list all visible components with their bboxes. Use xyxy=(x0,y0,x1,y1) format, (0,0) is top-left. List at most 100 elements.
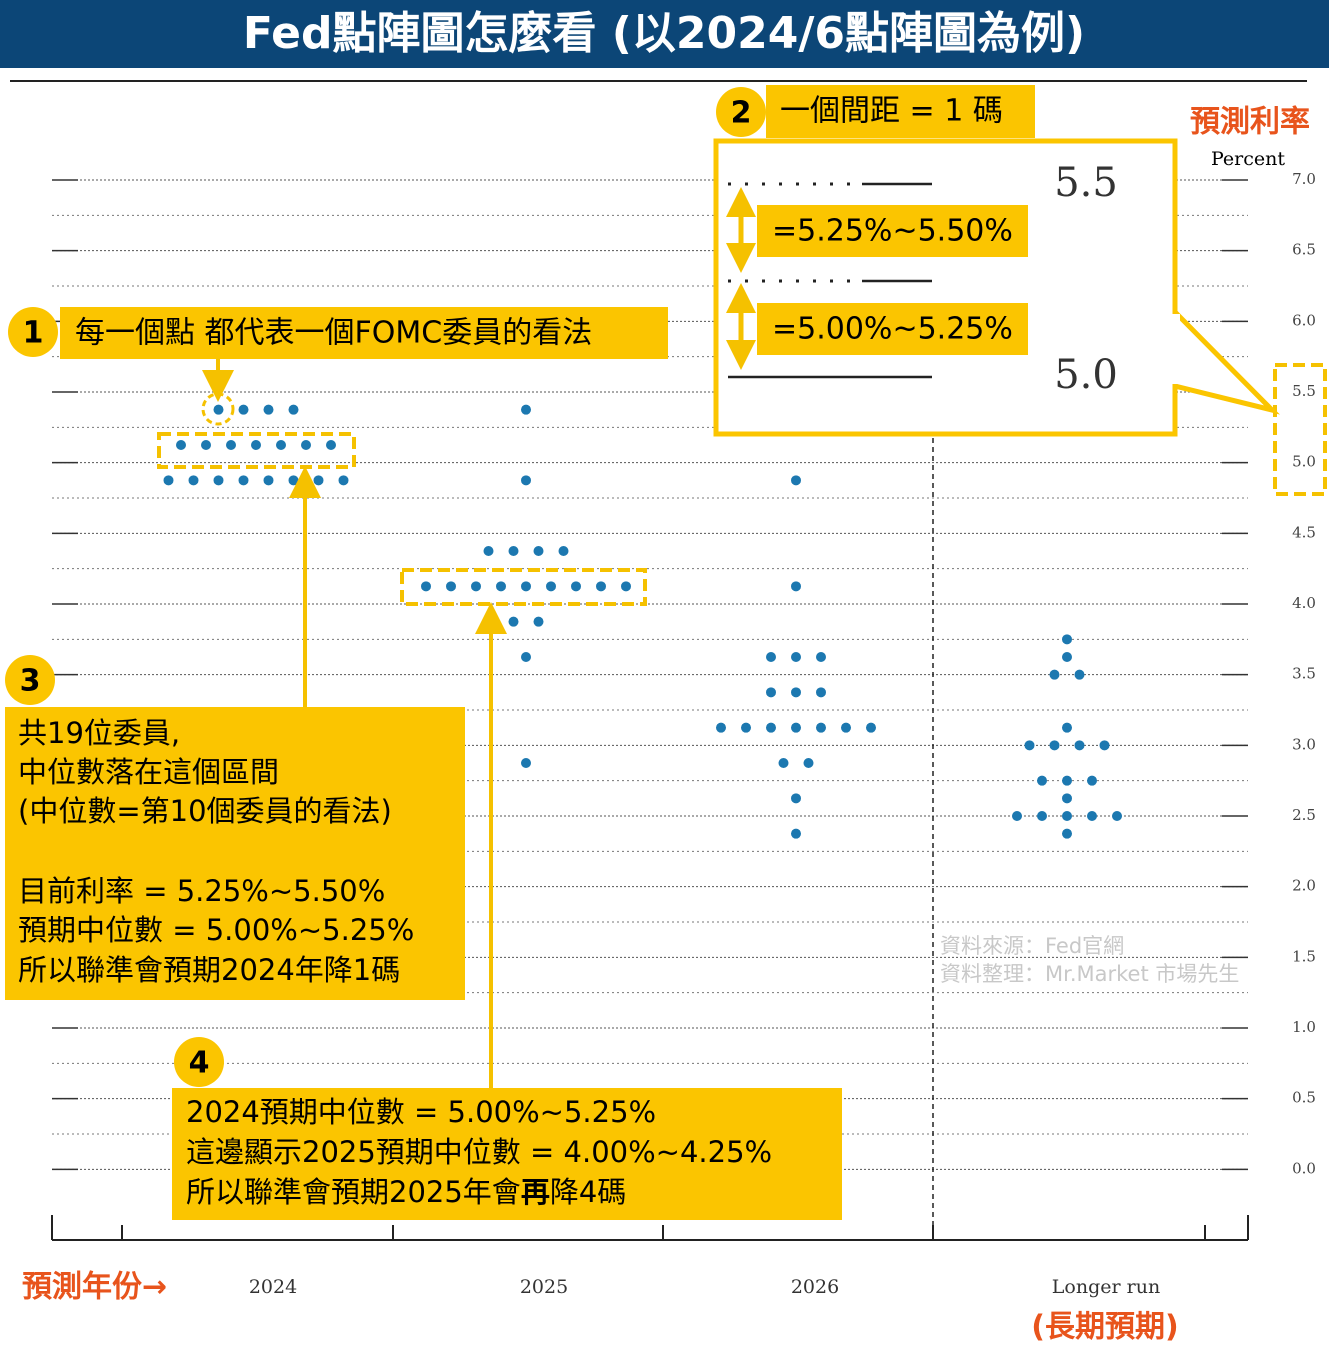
dot xyxy=(301,440,311,450)
callout-text: (中位數=第10個委員的看法) xyxy=(18,794,392,828)
callout-text: 每一個點 都代表一個FOMC委員的看法 xyxy=(75,316,592,351)
dot xyxy=(1112,811,1122,821)
y-tick-label: 5.0 xyxy=(1292,453,1316,471)
y-tick-label: 1.5 xyxy=(1292,947,1316,965)
dot xyxy=(213,404,224,415)
y-tick-label: 4.0 xyxy=(1292,594,1316,612)
y-tick-label: 3.0 xyxy=(1292,735,1316,753)
dot xyxy=(421,581,431,592)
dot xyxy=(471,581,481,592)
dot xyxy=(496,581,506,592)
dot xyxy=(741,722,751,733)
y-tick-label: 7.0 xyxy=(1292,170,1316,188)
callout-text: 所以聯準會預期2025年會再降4碼 xyxy=(186,1175,626,1209)
x-tick-label: 2025 xyxy=(520,1276,568,1298)
callout-number: 2 xyxy=(731,96,752,131)
callout-text: 這邊顯示2025預期中位數 = 4.00%~4.25% xyxy=(186,1135,772,1169)
y-tick-label: 3.5 xyxy=(1292,665,1316,683)
dot xyxy=(533,546,544,556)
dot xyxy=(1062,793,1072,804)
y-tick-label: 5.5 xyxy=(1292,382,1316,400)
x-tick-label: Longer run xyxy=(1052,1276,1160,1298)
dot xyxy=(338,475,349,486)
x-annotation: 預測年份→ xyxy=(22,1270,167,1305)
y-tick-label: 2.0 xyxy=(1292,877,1316,895)
dot xyxy=(163,475,174,486)
dot xyxy=(276,440,286,450)
y-axis-label: Percent xyxy=(1211,148,1285,170)
callout-badge xyxy=(8,307,58,357)
dot xyxy=(791,828,801,839)
callout-box xyxy=(60,307,668,359)
dot xyxy=(791,475,801,486)
level-label: 5.0 xyxy=(1054,352,1118,398)
dot xyxy=(288,404,299,415)
dot xyxy=(1062,775,1072,786)
longer-run-note: (長期預期) xyxy=(1031,1310,1178,1345)
y-tick-label: 1.0 xyxy=(1292,1018,1316,1036)
dot xyxy=(1062,634,1072,645)
dot xyxy=(558,546,569,556)
callout-text: 2024預期中位數 = 5.00%~5.25% xyxy=(186,1095,656,1129)
callout-text: 降4碼 xyxy=(550,1175,626,1209)
dot xyxy=(596,581,606,592)
dot xyxy=(1074,740,1085,751)
range-box xyxy=(757,205,1028,257)
dot xyxy=(521,758,531,768)
callout-text: 目前利率 = 5.25%~5.50% xyxy=(18,874,385,908)
callout-badge xyxy=(5,655,55,705)
callout-number: 4 xyxy=(189,1046,210,1081)
callout-text: 一個間距 = 1 碼 xyxy=(780,94,1003,129)
dot xyxy=(1049,740,1060,751)
dot xyxy=(176,440,186,450)
y-tick-label: 0.0 xyxy=(1292,1159,1316,1177)
range-box xyxy=(757,303,1028,355)
dot xyxy=(251,440,261,450)
dot xyxy=(263,404,274,415)
dot xyxy=(508,616,519,627)
y-tick-label: 2.5 xyxy=(1292,806,1316,824)
dot xyxy=(1037,811,1047,821)
dot xyxy=(803,758,814,768)
dot xyxy=(533,616,544,627)
callout-box xyxy=(766,85,1035,138)
dot xyxy=(766,687,776,698)
dot xyxy=(1037,775,1047,786)
dot xyxy=(238,404,249,415)
dot xyxy=(571,581,581,592)
dot xyxy=(791,581,801,592)
range-text: =5.25%~5.50% xyxy=(772,214,1013,249)
y-tick-label: 4.5 xyxy=(1292,523,1316,541)
source: 資料來源：Fed官網 xyxy=(940,934,1124,958)
callout-emphasis: 再 xyxy=(521,1175,550,1209)
callout-badge xyxy=(716,87,766,137)
dot xyxy=(816,687,826,698)
callout-text: 所以聯準會預期2025年會 xyxy=(186,1175,521,1209)
title-bar xyxy=(0,0,1329,68)
x-tick-label: 2024 xyxy=(249,1276,297,1298)
dot xyxy=(1024,740,1035,751)
y-tick-label: 6.0 xyxy=(1292,311,1316,329)
dot xyxy=(263,475,274,486)
x-tick-label: 2026 xyxy=(791,1276,839,1298)
dot xyxy=(791,793,801,804)
chart-title: Fed點陣圖怎麼看 (以2024/6點陣圖為例) xyxy=(243,8,1085,59)
range-text: =5.00%~5.25% xyxy=(772,312,1013,347)
dot xyxy=(791,652,801,662)
dot xyxy=(313,475,324,486)
dot xyxy=(326,440,336,450)
level-label: 5.5 xyxy=(1054,160,1118,206)
y-tick-label: 6.5 xyxy=(1292,241,1316,259)
dot xyxy=(1049,669,1060,680)
callout-box xyxy=(5,707,465,1000)
y-tick-label: 0.5 xyxy=(1292,1089,1316,1107)
dot xyxy=(288,475,299,486)
callout-text: 預期中位數 = 5.00%~5.25% xyxy=(18,913,414,947)
callout-badge xyxy=(174,1037,224,1087)
callout-pointer xyxy=(1172,305,1281,415)
dot xyxy=(841,722,851,733)
dot xyxy=(1074,669,1085,680)
dot xyxy=(766,722,776,733)
